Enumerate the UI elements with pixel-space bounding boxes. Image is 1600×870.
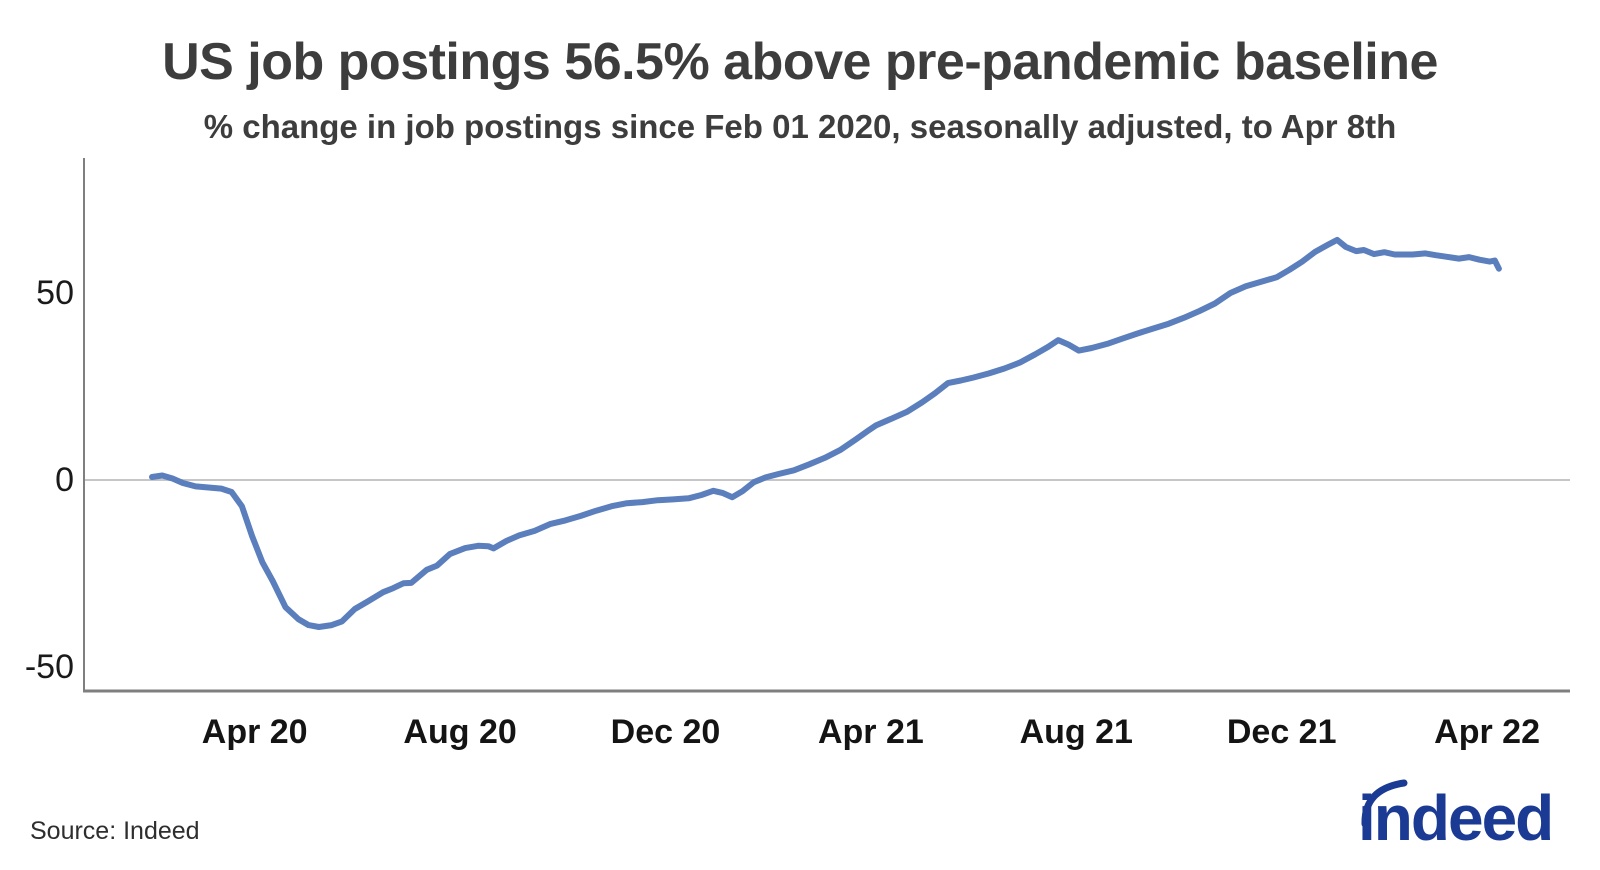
- chart-title: US job postings 56.5% above pre-pandemic…: [162, 33, 1438, 91]
- chart-subtitle: % change in job postings since Feb 01 20…: [203, 108, 1397, 145]
- indeed-logo: indeed: [1358, 779, 1554, 854]
- x-tick-label: Apr 22: [1434, 713, 1540, 751]
- x-tick-label: Apr 20: [201, 713, 308, 751]
- y-tick-label: 50: [36, 274, 74, 312]
- x-tick-label: Aug 20: [403, 713, 517, 751]
- source-note: Source: Indeed: [30, 817, 200, 845]
- indeed-swoosh-icon: [1361, 779, 1408, 828]
- x-tick-label: Dec 20: [610, 713, 721, 751]
- indeed-logo-text: indeed: [1358, 782, 1552, 854]
- x-tick-label: Dec 21: [1226, 713, 1337, 751]
- x-tick-label: Aug 21: [1019, 713, 1133, 751]
- x-tick-label: Apr 21: [817, 713, 924, 751]
- y-tick-label: 0: [55, 461, 74, 499]
- job-postings-trend-line: [149, 236, 1502, 630]
- y-tick-label: -50: [24, 648, 74, 686]
